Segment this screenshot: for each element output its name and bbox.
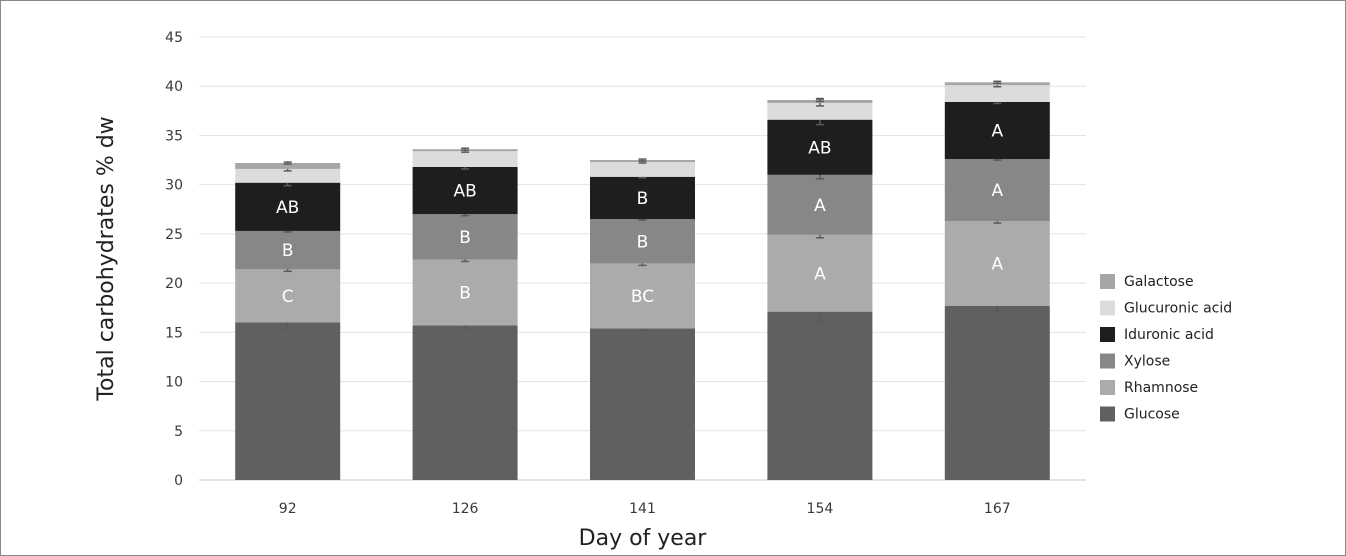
legend-label: Glucuronic acid [1124, 301, 1232, 317]
bar-segment[interactable] [590, 219, 695, 264]
bar-segment[interactable] [944, 221, 1050, 306]
bar-segment[interactable] [767, 102, 873, 120]
bar-segment[interactable] [412, 259, 518, 326]
bar-segment[interactable] [412, 166, 518, 215]
y-tick-label: 25 [165, 227, 183, 243]
segment-label: AB [276, 198, 299, 218]
bar-segment[interactable] [235, 230, 341, 270]
bar-segment[interactable] [767, 174, 873, 235]
segment-label: A [814, 196, 826, 216]
y-axis-title: Total carbohydrates % dw [94, 116, 119, 401]
bar-segment[interactable] [412, 214, 518, 260]
bar-segment[interactable] [235, 269, 341, 323]
legend-swatch [1100, 300, 1115, 316]
segment-label: B [459, 228, 471, 248]
x-tick-label: 167 [984, 501, 1011, 517]
segment-label: BC [631, 287, 654, 307]
segment-label: B [637, 189, 649, 209]
y-tick-label: 30 [165, 178, 183, 194]
bar-segment[interactable] [235, 163, 341, 169]
legend-label: Xylose [1124, 354, 1170, 370]
bar-segment[interactable] [235, 182, 341, 231]
bar-segment[interactable] [767, 311, 873, 480]
y-tick-label: 0 [174, 473, 183, 489]
x-axis-title: Day of year [579, 526, 708, 551]
y-tick-label: 20 [165, 276, 183, 292]
legend-swatch [1100, 353, 1115, 369]
segment-label: AB [808, 138, 831, 158]
segment-label: A [991, 254, 1003, 274]
bar-segment[interactable] [944, 85, 1050, 102]
segment-label: B [459, 283, 471, 303]
bar-segment[interactable] [590, 162, 695, 177]
segment-label: A [991, 181, 1003, 201]
y-tick-label: 40 [165, 79, 183, 95]
bar-segment[interactable] [590, 176, 695, 220]
bar-segment[interactable] [235, 168, 341, 183]
bar-segment[interactable] [944, 101, 1050, 160]
segment-label: C [282, 287, 294, 307]
bar-segment[interactable] [590, 263, 695, 329]
legend-label: Glucose [1124, 407, 1180, 423]
x-tick-label: 154 [807, 501, 834, 517]
legend-label: Rhamnose [1124, 380, 1198, 396]
bar-segment[interactable] [944, 305, 1050, 480]
x-tick-label: 92 [279, 501, 297, 517]
legend-swatch [1100, 406, 1115, 422]
segment-label: AB [453, 182, 476, 202]
y-tick-label: 35 [165, 128, 183, 144]
y-tick-label: 15 [165, 325, 183, 341]
legend-swatch [1100, 380, 1115, 395]
legend-swatch [1100, 274, 1115, 289]
bar-segment[interactable] [412, 325, 518, 480]
segment-label: B [637, 232, 649, 252]
legend-label: Galactose [1124, 274, 1194, 290]
segment-label: B [282, 241, 294, 261]
y-tick-label: 45 [165, 30, 183, 46]
legend-label: Iduronic acid [1124, 327, 1214, 343]
segment-label: A [814, 264, 826, 284]
y-tick-label: 10 [165, 375, 183, 391]
bar-segment[interactable] [235, 322, 341, 480]
bar-segment[interactable] [944, 159, 1050, 222]
y-tick-label: 5 [174, 424, 183, 440]
x-tick-label: 141 [629, 501, 656, 517]
bar-segment[interactable] [590, 328, 695, 480]
bar-segment[interactable] [412, 151, 518, 167]
segment-label: A [991, 122, 1003, 142]
x-tick-label: 126 [452, 501, 479, 517]
legend-swatch [1100, 327, 1115, 342]
bar-segment[interactable] [767, 234, 873, 312]
bar-segment[interactable] [767, 119, 873, 175]
